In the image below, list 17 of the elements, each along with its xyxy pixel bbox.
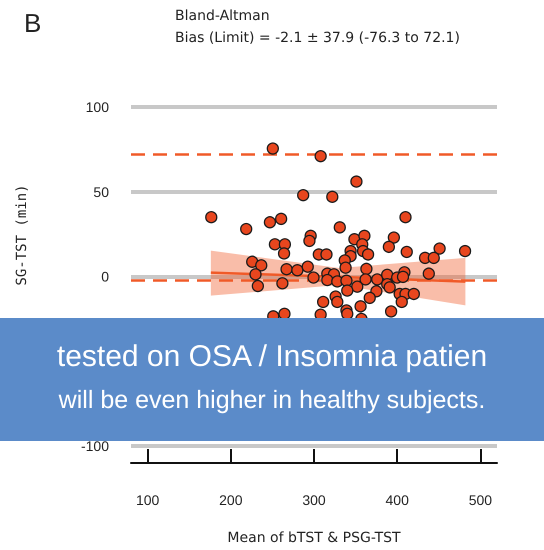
y-tick-label: 0 — [101, 268, 110, 285]
y-tick-label: 100 — [86, 99, 110, 115]
x-tick-label: 100 — [136, 492, 160, 508]
y-tick-label: -100 — [80, 438, 110, 454]
chart-subtitle: Bias (Limit) = -2.1 ± 37.9 (-76.3 to 72.1) — [175, 30, 460, 46]
x-tick-label: 500 — [468, 492, 492, 508]
chart-title: Bland-Altman — [175, 8, 270, 24]
x-tick-label: 200 — [219, 492, 243, 508]
text: B — [24, 8, 42, 39]
text-banner: tested on OSA / Insomnia patien will be even higher in healthy subjects. — [0, 318, 544, 441]
y-axis-title: SG-TST (min) — [14, 184, 30, 286]
y-tick-label: 50 — [93, 184, 110, 200]
annotation: will be even higher in healthy subjects. — [58, 386, 486, 415]
x-tick-label: 300 — [302, 492, 326, 508]
annotation: tested on OSA / Insomnia patien — [56, 340, 488, 374]
x-tick-label: 400 — [386, 492, 410, 508]
x-axis-title: Mean of bTST & PSG-TST — [227, 530, 402, 546]
